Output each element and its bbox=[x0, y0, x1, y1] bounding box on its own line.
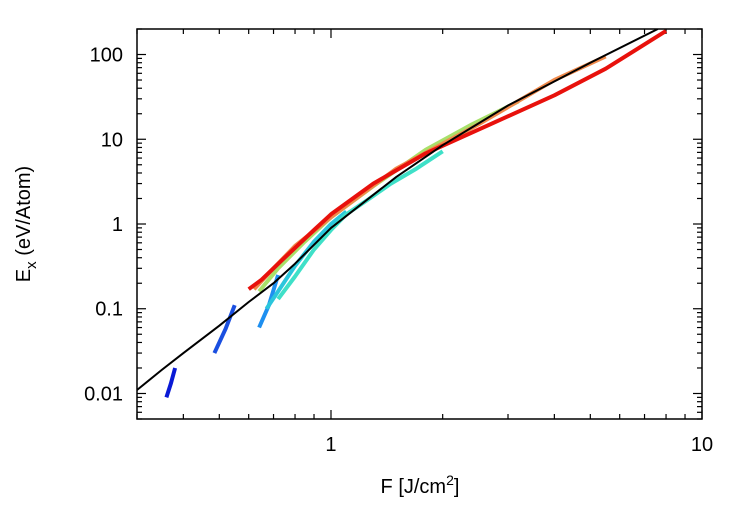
x-axis-label-sup: 2 bbox=[446, 472, 454, 488]
y-tick-label: 100 bbox=[90, 45, 123, 67]
y-axis-label: Ex (eV/Atom) bbox=[13, 166, 40, 282]
series-line bbox=[137, 29, 659, 391]
y-tick-label: 1 bbox=[112, 214, 123, 236]
series-line bbox=[276, 149, 444, 301]
y-tick-label: 10 bbox=[101, 129, 123, 151]
plot-frame bbox=[136, 28, 703, 420]
x-tick-label: 1 bbox=[325, 434, 336, 456]
x-tick-label: 10 bbox=[691, 434, 713, 456]
x-axis-label: F [J/cm2] bbox=[381, 472, 460, 498]
series-line bbox=[252, 54, 607, 291]
series-line bbox=[212, 304, 237, 354]
y-axis-label-tail: (eV/Atom) bbox=[13, 166, 35, 262]
y-tick-label: 0.01 bbox=[84, 383, 123, 405]
y-tick-label: 0.1 bbox=[95, 299, 123, 321]
series-layer bbox=[137, 29, 668, 399]
ticklabel-layer: 1 10 0.01 0.1 1 10 100 bbox=[84, 45, 713, 456]
y-axis-label-sub: x bbox=[23, 261, 40, 269]
series-line bbox=[247, 29, 668, 291]
x-axis-label-tail: ] bbox=[454, 476, 460, 498]
series-line bbox=[164, 367, 178, 399]
ticks-layer bbox=[136, 28, 703, 420]
